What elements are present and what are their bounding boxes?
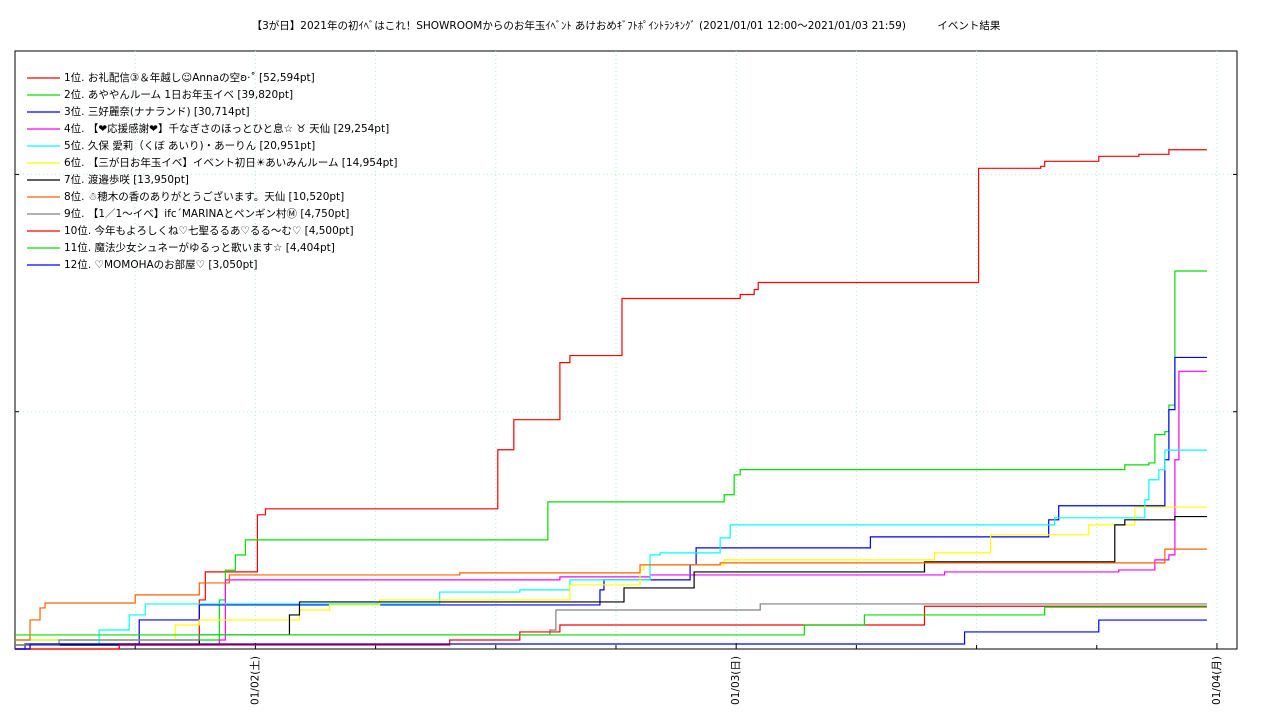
series-line	[15, 548, 1207, 641]
series-line	[15, 506, 1207, 641]
legend-label: 7位. 渡邉歩咲 [13,950pt]	[64, 173, 189, 186]
series-line	[15, 356, 1207, 650]
legend-label: 2位. あややんルーム 1日お年玉イベ [39,820pt]	[64, 88, 293, 101]
x-tick-label: 01/03(日)	[730, 656, 742, 705]
legend-label: 10位. 今年もよろしくね♡七聖るるあ♡るる〜む♡ [4,500pt]	[64, 224, 354, 237]
x-tick-label: 01/04(月)	[1211, 656, 1223, 705]
series-line	[15, 449, 1207, 646]
series-line	[15, 605, 1207, 650]
series-line	[15, 270, 1207, 641]
legend-label: 9位. 【1／1〜イベ】ifc´MARINAとペンギン村Ⓜ [4,750pt]	[64, 207, 349, 220]
chart-title: 【3が日】2021年の初ｲﾍﾞはこれ！SHOWROOMからのお年玉ｲﾍﾞﾝﾄ あ…	[252, 19, 1001, 32]
legend-label: 6位. 【三が日お年玉イベ】イベント初日☀あいみんルーム [14,954pt]	[64, 156, 398, 169]
legend-label: 5位. 久保 愛莉（くぼ あいり)・あーりん [20,951pt]	[64, 139, 315, 152]
legend-label: 3位. 三好麗奈(ナナランド) [30,714pt]	[64, 105, 250, 118]
series-line	[15, 606, 1207, 636]
series-line	[15, 149, 1207, 650]
legend-label: 4位. 【❤応援感謝❤】千なぎさのほっとひと息☆ ♉ 天仙 [29,254pt]	[64, 122, 389, 135]
series-line	[15, 370, 1207, 650]
series-line	[15, 619, 1207, 650]
legend-label: 11位. 魔法少女シュネーがゆるっと歌います☆ [4,404pt]	[64, 241, 335, 254]
legend-label: 1位. お礼配信③＆年越し☺Annaの空ʚ·˚ [52,594pt]	[64, 71, 315, 84]
x-tick-label: 01/02(土)	[248, 656, 261, 705]
series-line	[15, 515, 1207, 646]
legend-label: 12位. ♡MOMOHAのお部屋♡ [3,050pt]	[64, 258, 257, 271]
legend-label: 8位. ☃穂木の香のありがとうございます。天仙 [10,520pt]	[64, 190, 344, 203]
plot-frame	[14, 50, 1238, 650]
